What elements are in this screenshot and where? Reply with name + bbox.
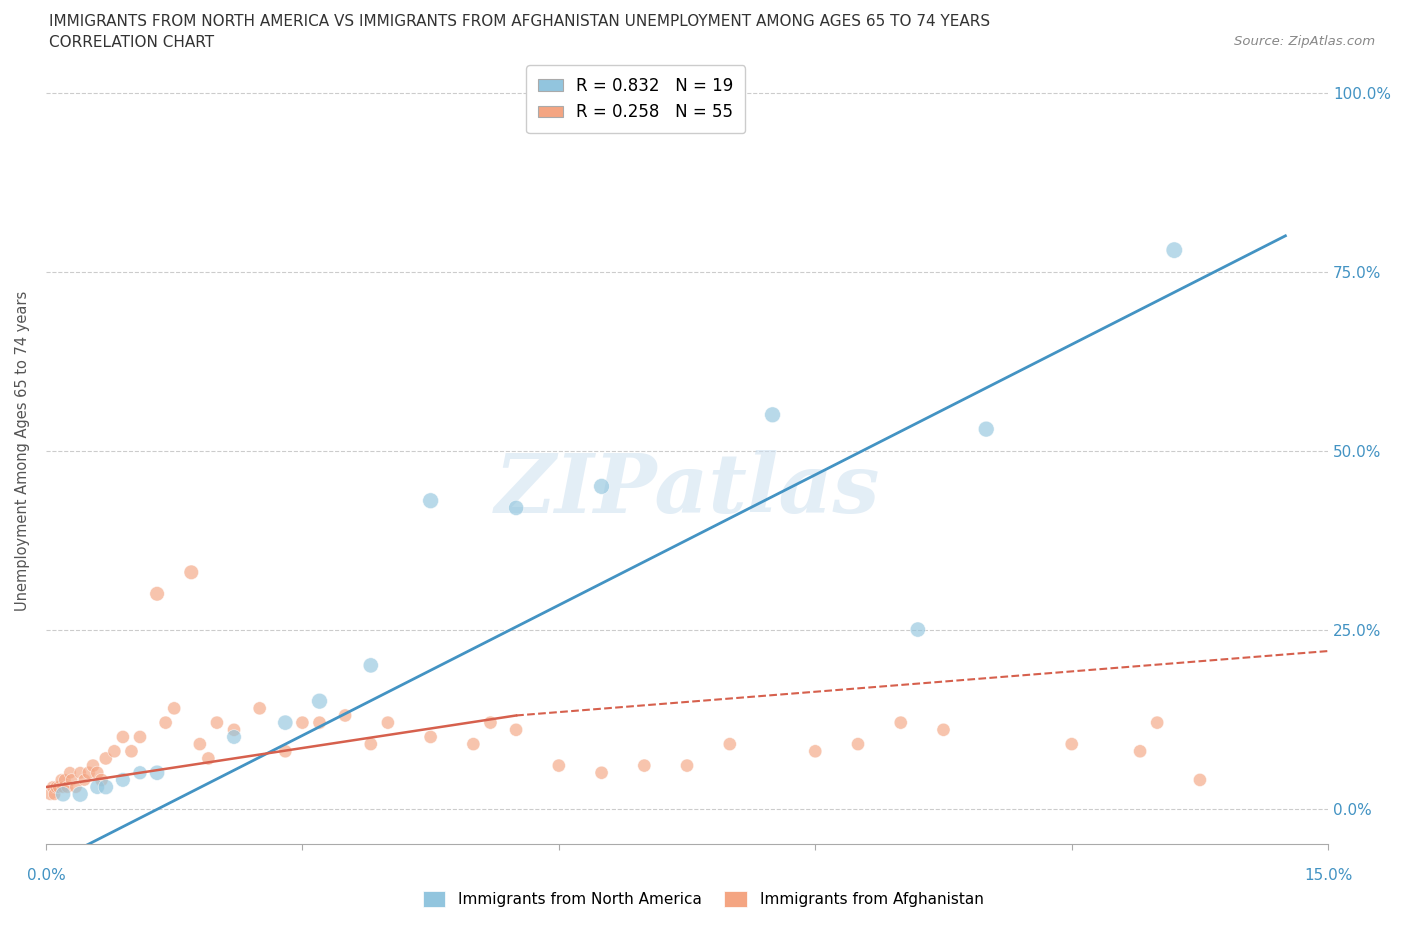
Point (761, 407, 783, 422)
Point (52, 787, 75, 802)
Point (73, 773, 96, 788)
Point (77, 765, 100, 780)
Point (591, 479, 613, 494)
Point (197, 751, 219, 766)
Point (650, 86, 672, 100)
Point (1146, 715, 1168, 730)
Text: IMMIGRANTS FROM NORTH AMERICA VS IMMIGRANTS FROM AFGHANISTAN UNEMPLOYMENT AMONG : IMMIGRANTS FROM NORTH AMERICA VS IMMIGRA… (49, 14, 990, 29)
Point (60, 773, 83, 788)
Point (360, 737, 382, 751)
Y-axis label: Unemployment Among Ages 65 to 74 years: Unemployment Among Ages 65 to 74 years (15, 290, 30, 611)
Point (274, 715, 297, 730)
Point (377, 715, 399, 730)
Point (44, 787, 66, 802)
Point (1163, 243, 1185, 258)
Point (932, 723, 955, 737)
Point (505, 723, 527, 737)
Point (56, 779, 79, 794)
Point (90, 773, 112, 788)
Point (51, 773, 73, 788)
Point (718, 737, 741, 751)
Point (249, 701, 271, 716)
Point (120, 744, 142, 759)
Point (163, 701, 186, 716)
Point (1129, 744, 1152, 759)
Point (48, 779, 70, 794)
Point (86, 765, 108, 780)
Point (129, 729, 152, 744)
Point (111, 773, 134, 788)
Point (205, 715, 228, 730)
Point (505, 500, 527, 515)
Point (1060, 737, 1083, 751)
Point (146, 586, 169, 601)
Point (591, 765, 613, 780)
Point (146, 765, 169, 780)
Point (308, 715, 330, 730)
Point (291, 715, 314, 730)
Point (633, 758, 655, 773)
Point (45, 779, 67, 794)
Point (94, 779, 117, 794)
Point (846, 737, 869, 751)
Point (890, 715, 912, 730)
Point (188, 737, 211, 751)
Point (1188, 773, 1211, 788)
Point (86, 779, 108, 794)
Point (333, 708, 356, 723)
Point (82, 758, 104, 773)
Point (222, 723, 245, 737)
Point (111, 729, 134, 744)
Point (222, 729, 245, 744)
Point (59, 765, 82, 780)
Point (308, 694, 330, 709)
Legend: Immigrants from North America, Immigrants from Afghanistan: Immigrants from North America, Immigrant… (416, 884, 990, 913)
Point (360, 658, 382, 672)
Text: 0.0%: 0.0% (27, 868, 65, 883)
Point (52, 779, 75, 794)
Point (419, 493, 441, 508)
Point (94, 751, 117, 766)
Point (69, 765, 91, 780)
Point (103, 744, 125, 759)
Point (155, 715, 177, 730)
Point (479, 715, 502, 730)
Point (129, 765, 152, 780)
Point (39, 787, 62, 802)
Point (53, 773, 76, 788)
Point (65, 779, 87, 794)
Point (463, 737, 485, 751)
Legend: R = 0.832   N = 19, R = 0.258   N = 55: R = 0.832 N = 19, R = 0.258 N = 55 (526, 65, 745, 133)
Point (547, 758, 569, 773)
Point (42, 779, 65, 794)
Point (180, 565, 202, 579)
Point (419, 729, 441, 744)
Text: Source: ZipAtlas.com: Source: ZipAtlas.com (1234, 35, 1375, 48)
Point (69, 787, 91, 802)
Text: CORRELATION CHART: CORRELATION CHART (49, 35, 214, 50)
Point (974, 421, 997, 436)
Text: ZIPatlas: ZIPatlas (495, 450, 880, 530)
Text: 15.0%: 15.0% (1303, 868, 1353, 883)
Point (907, 622, 929, 637)
Point (274, 744, 297, 759)
Point (676, 758, 699, 773)
Point (804, 744, 827, 759)
